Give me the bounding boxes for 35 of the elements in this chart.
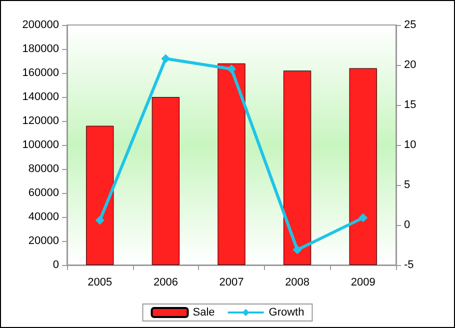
y-tick-label: 180000 xyxy=(22,43,59,55)
y2-tick-label: 10 xyxy=(404,139,416,151)
y-tick-label: 160000 xyxy=(22,67,59,79)
y2-tick-label: 20 xyxy=(404,59,416,71)
y2-tick-label: 5 xyxy=(404,179,410,191)
y2-tick-label: 0 xyxy=(404,219,410,231)
y-tick-label: 60000 xyxy=(28,187,59,199)
legend-label: Sale xyxy=(192,306,215,318)
y2-tick-label: -5 xyxy=(404,259,414,271)
x-tick-label: 2008 xyxy=(285,276,310,288)
y-tick-label: 100000 xyxy=(22,139,59,151)
y-tick-label: 40000 xyxy=(28,211,59,223)
x-tick-label: 2006 xyxy=(153,276,178,288)
bar xyxy=(152,97,180,265)
x-tick-label: 2007 xyxy=(219,276,244,288)
y-tick-label: 200000 xyxy=(22,19,59,31)
y-tick-label: 120000 xyxy=(22,115,59,127)
bar xyxy=(218,63,246,265)
y-tick-label: 20000 xyxy=(28,235,59,247)
bar xyxy=(349,68,377,265)
x-tick-label: 2009 xyxy=(350,276,376,288)
bar xyxy=(283,70,312,265)
legend-label: Growth xyxy=(268,306,304,318)
point xyxy=(227,64,236,74)
y2-tick-label: 25 xyxy=(404,19,416,31)
point xyxy=(95,216,104,225)
y-tick-label: 140000 xyxy=(22,91,59,103)
y2-tick-label: 15 xyxy=(404,99,416,111)
point xyxy=(161,54,170,64)
point xyxy=(358,213,368,222)
point xyxy=(292,245,302,254)
y-tick-label: 80000 xyxy=(28,163,59,175)
bar xyxy=(86,126,114,265)
y-tick-label: 0 xyxy=(52,259,59,271)
x-tick-label: 2005 xyxy=(88,276,112,288)
